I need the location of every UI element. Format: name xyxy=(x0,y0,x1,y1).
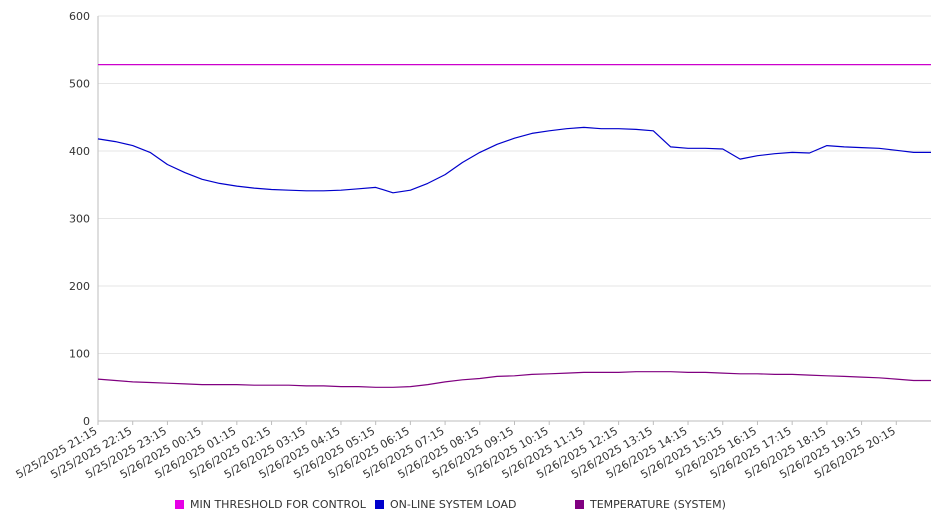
chart-grid xyxy=(98,15,931,354)
legend-swatch-system-load xyxy=(375,500,384,509)
y-tick-label: 400 xyxy=(69,145,90,158)
y-axis-tick-labels: 0 100 200 300 400 500 600 xyxy=(69,10,90,428)
legend-swatch-temperature xyxy=(575,500,584,509)
y-tick-label: 500 xyxy=(69,78,90,91)
y-tick-label: 200 xyxy=(69,280,90,293)
y-tick-label: 100 xyxy=(69,348,90,361)
system-load-line xyxy=(97,126,931,194)
chart-legend: MIN THRESHOLD FOR CONTROL ON-LINE SYSTEM… xyxy=(0,498,946,514)
y-tick-label: 600 xyxy=(69,10,90,23)
legend-item-system-load[interactable]: ON-LINE SYSTEM LOAD xyxy=(375,498,516,511)
legend-swatch-min-threshold xyxy=(175,500,184,509)
x-axis-tick-labels: 5/25/2025 21:155/25/2025 22:155/25/2025 … xyxy=(14,424,898,481)
legend-item-temperature[interactable]: TEMPERATURE (SYSTEM) xyxy=(575,498,726,511)
temperature-line xyxy=(97,371,931,388)
y-tick-label: 0 xyxy=(83,415,90,428)
chart-series-lines xyxy=(97,63,931,388)
legend-label-min-threshold: MIN THRESHOLD FOR CONTROL xyxy=(190,498,366,511)
legend-item-min-threshold[interactable]: MIN THRESHOLD FOR CONTROL xyxy=(175,498,366,511)
legend-label-system-load: ON-LINE SYSTEM LOAD xyxy=(390,498,517,511)
y-tick-label: 300 xyxy=(69,213,90,226)
chart-axes xyxy=(97,16,931,425)
legend-label-temperature: TEMPERATURE (SYSTEM) xyxy=(590,498,726,511)
